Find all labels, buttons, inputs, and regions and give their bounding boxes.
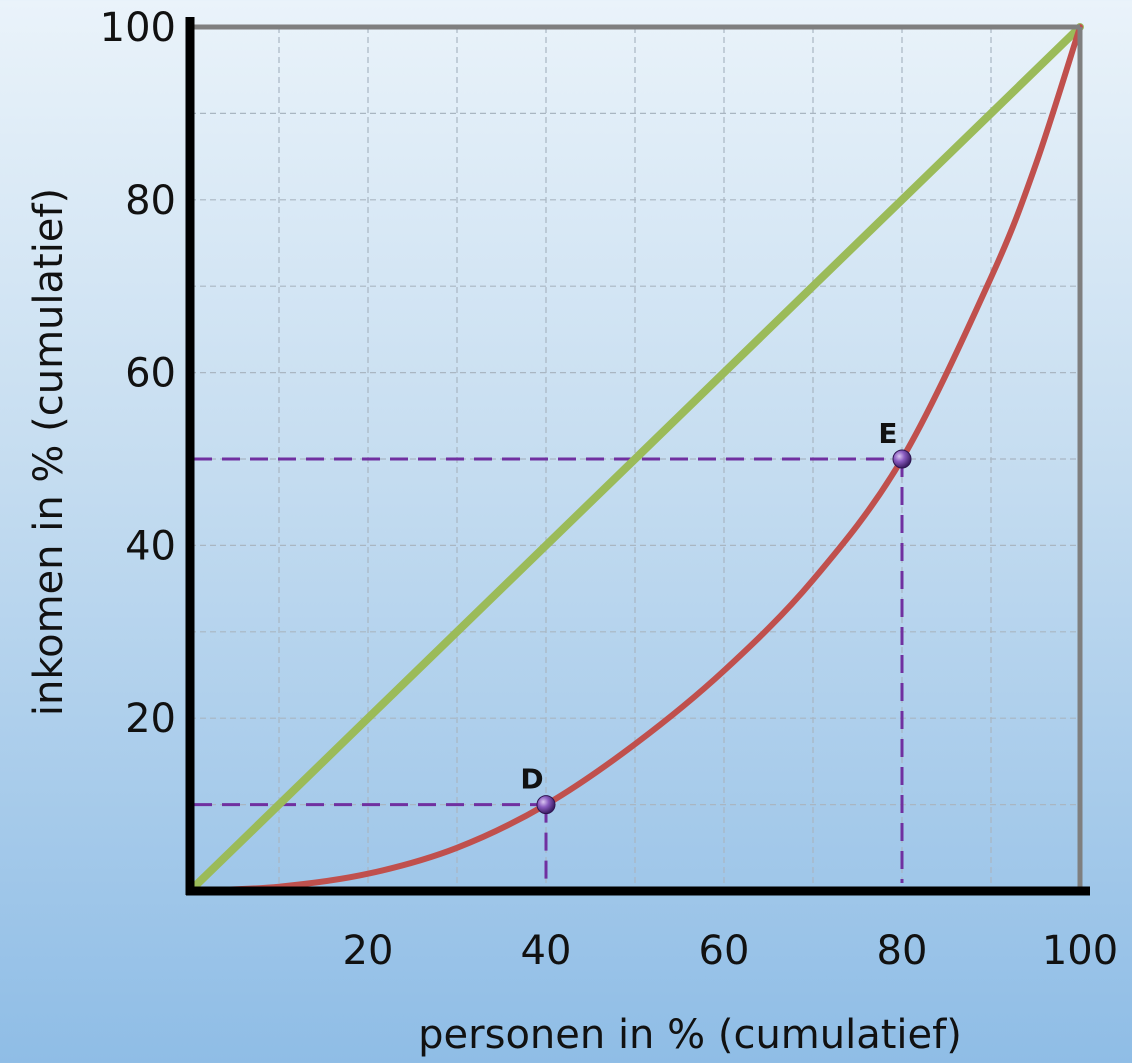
point-label-d: D [520,763,543,796]
guide-lines [194,457,904,883]
x-tick-label: 20 [343,928,394,974]
series-lines [186,23,1084,895]
lorenz-curve [187,24,1083,894]
y-axis-title: inkomen in % (cumulatief) [26,188,72,716]
x-axis-title: personen in % (cumulatief) [418,1012,962,1058]
y-tick-label: 60 [125,351,176,397]
data-point-e [892,449,912,469]
x-tick-label: 100 [1042,928,1118,974]
y-tick-label: 100 [100,5,176,51]
x-tick-label: 40 [521,928,572,974]
axes [185,17,1090,896]
x-tick-label: 80 [877,928,928,974]
point-label-e: E [878,417,897,450]
x-tick-label: 60 [699,928,750,974]
y-tick-label: 80 [125,178,176,224]
data-point-d [536,795,556,815]
equality-line [186,23,1084,895]
tick-labels: 20 40 60 80 100 20 40 60 80 100 [100,5,1119,974]
y-tick-label: 40 [125,523,176,569]
y-tick-label: 20 [125,696,176,742]
data-points: DE [520,417,912,815]
